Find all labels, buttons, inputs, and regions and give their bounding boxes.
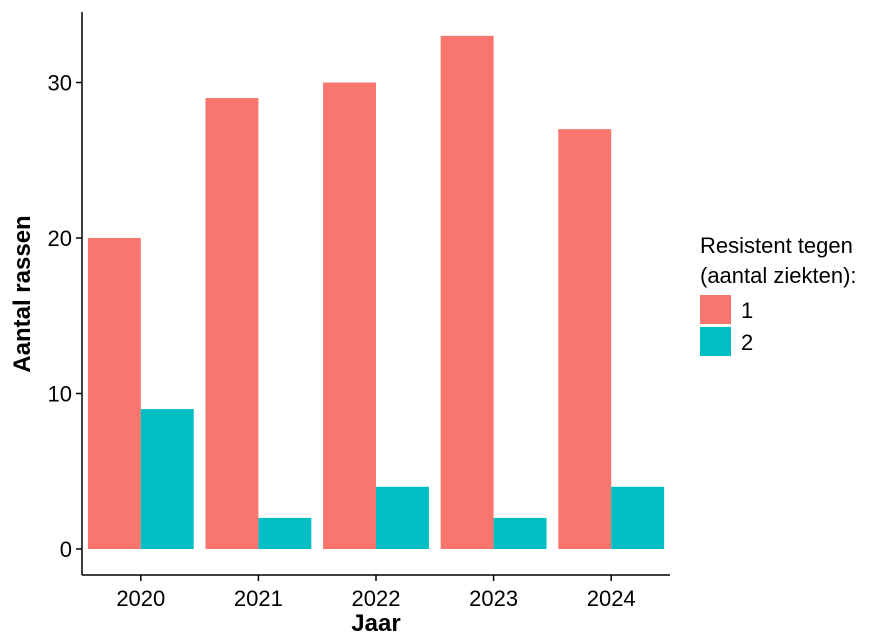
bar-2020-series-1 — [87, 238, 141, 549]
x-tick-label-2021: 2021 — [234, 586, 283, 611]
x-tick-label-2023: 2023 — [469, 586, 518, 611]
y-tick-label-10: 10 — [48, 382, 72, 407]
bar-2021-series-1 — [205, 98, 259, 550]
x-tick-label-2020: 2020 — [116, 586, 165, 611]
legend-title-line-2: (aantal ziekten): — [700, 263, 857, 288]
y-tick-label-30: 30 — [48, 71, 72, 96]
bar-2024-series-2 — [611, 486, 665, 549]
x-axis-title: Jaar — [351, 610, 400, 636]
legend-items: 12 — [700, 295, 753, 356]
bar-2022-series-1 — [323, 82, 376, 549]
legend-title-line-1: Resistent tegen — [700, 233, 853, 258]
y-axis-title: Aantal rassen — [9, 215, 36, 372]
bar-2023-series-1 — [440, 35, 494, 550]
bar-2020-series-2 — [140, 409, 194, 549]
legend-label-1: 1 — [741, 298, 753, 323]
bar-2022-series-2 — [376, 486, 429, 549]
y-tick-label-20: 20 — [48, 226, 72, 251]
legend-label-2: 2 — [741, 330, 753, 355]
bar-2024-series-1 — [558, 129, 612, 549]
bars-group — [87, 35, 665, 550]
x-ticks-group: 2020 2021 2022 2023 2024 — [116, 575, 636, 611]
legend-swatch-2 — [700, 327, 731, 356]
bar-2021-series-2 — [258, 517, 312, 549]
y-tick-label-0: 0 — [60, 537, 72, 562]
legend-swatch-1 — [700, 295, 731, 324]
y-ticks-group: 0 10 20 30 — [48, 71, 82, 562]
legend: Resistent tegen (aantal ziekten): 12 — [700, 233, 857, 356]
x-tick-label-2022: 2022 — [352, 586, 401, 611]
x-tick-label-2024: 2024 — [587, 586, 636, 611]
bar-2023-series-2 — [493, 517, 547, 549]
